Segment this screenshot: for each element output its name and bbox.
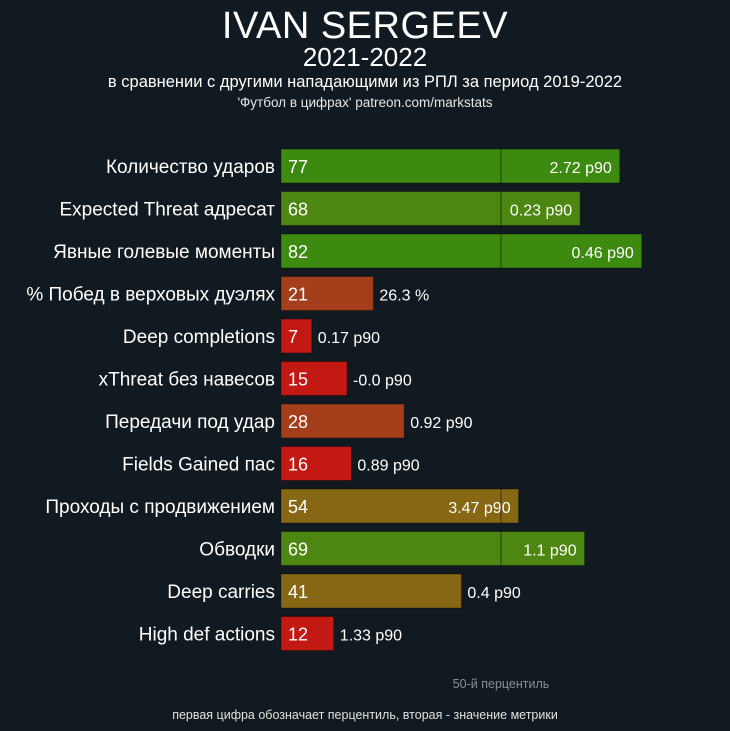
bar-texture: [281, 446, 352, 481]
reference-line-label: 50-й перцентиль: [453, 677, 550, 691]
metric-value: 0.46 p90: [572, 245, 634, 262]
percentile-value: 15: [288, 370, 308, 390]
category-label: Expected Threat адресат: [60, 200, 276, 221]
bar-texture: [281, 276, 374, 311]
bar-texture: [281, 234, 642, 268]
overlays-group: 50-й перцентиль: [453, 149, 550, 691]
bar-texture: [281, 361, 347, 396]
category-label: Deep completions: [123, 327, 275, 348]
percentile-value: 41: [288, 582, 308, 602]
chart-footer-note: первая цифра обозначает перцентиль, втор…: [172, 708, 558, 722]
percentile-value: 69: [288, 540, 308, 560]
bar-texture: [281, 404, 405, 438]
bars-group: Количество ударов 77 2.72 p90 Expected Thre…: [26, 148, 643, 651]
chart-description: в сравнении с другими нападающими из РПЛ…: [107, 73, 623, 91]
category-label: % Побед в верховых дуэлях: [26, 285, 275, 306]
metric-value: 0.89 p90: [357, 458, 419, 475]
chart-title: IVAN SERGEEV: [221, 5, 509, 47]
percentile-value: 54: [288, 497, 308, 517]
category-label: Deep carries: [167, 582, 275, 603]
bar-texture: [281, 489, 519, 523]
metric-value: 1.1 p90: [523, 543, 576, 560]
category-label: Fields Gained пас: [122, 455, 275, 476]
category-label: Проходы с продвижением: [45, 497, 275, 518]
chart-subtitle: 2021-2022: [302, 42, 428, 72]
metric-value: -0.0 p90: [353, 373, 412, 390]
bar-texture: [281, 319, 312, 353]
chart-source: 'Футбол в цифрах' patreon.com/markstats: [237, 95, 493, 110]
percentile-value: 21: [288, 285, 308, 305]
metric-value: 26.3 %: [379, 288, 429, 305]
metric-value: 2.72 p90: [550, 160, 612, 177]
percentile-value: 77: [288, 157, 308, 177]
bar-texture: [281, 191, 581, 226]
metric-value: 0.92 p90: [410, 415, 472, 432]
percentile-value: 82: [288, 242, 308, 262]
metric-value: 1.33 p90: [340, 628, 402, 645]
percentile-value: 68: [288, 200, 308, 220]
percentile-value: 28: [288, 412, 308, 432]
bar-texture: [281, 616, 334, 651]
category-label: Явные голевые моменты: [53, 242, 275, 263]
metric-value: 0.4 p90: [467, 585, 520, 602]
percentile-value: 16: [288, 455, 308, 475]
category-label: Обводки: [199, 540, 275, 561]
metric-value: 3.47 p90: [448, 500, 510, 517]
bar-texture: [281, 149, 620, 183]
metric-value: 0.17 p90: [318, 330, 380, 347]
category-label: xThreat без навесов: [99, 370, 275, 391]
category-label: Передачи под удар: [105, 412, 275, 433]
category-label: Количество ударов: [106, 157, 275, 178]
category-label: High def actions: [139, 625, 275, 646]
bar-texture: [281, 531, 585, 566]
percentile-value: 7: [288, 327, 298, 347]
percentile-value: 12: [288, 625, 308, 645]
metric-value: 0.23 p90: [510, 203, 572, 220]
bar-texture: [281, 574, 462, 608]
